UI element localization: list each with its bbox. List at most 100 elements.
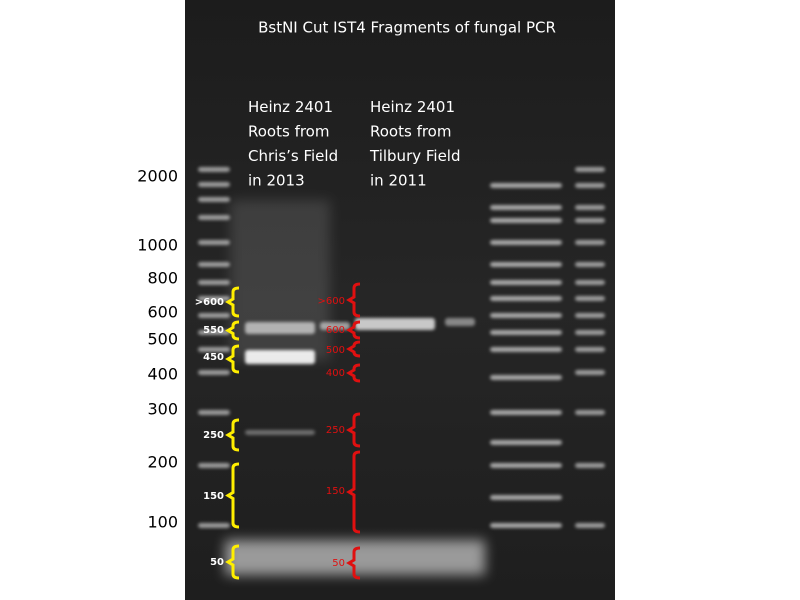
lane-label: Heinz 2401 Roots from Chris’s Field in 2013	[248, 98, 338, 190]
bracket	[225, 344, 240, 374]
bracket	[346, 450, 361, 534]
ladder-label: 300	[147, 400, 178, 419]
red-label: 250	[326, 425, 345, 436]
band	[575, 218, 605, 223]
lane-label-line: Roots from	[248, 122, 329, 140]
band	[575, 347, 605, 352]
band	[490, 523, 562, 528]
band	[575, 167, 605, 172]
yellow-label: 450	[203, 352, 224, 363]
band	[198, 240, 230, 245]
band	[575, 280, 605, 285]
lane-label-line: Roots from	[370, 122, 451, 140]
band	[490, 262, 562, 267]
bracket	[225, 286, 240, 318]
band	[198, 197, 230, 202]
band	[575, 463, 605, 468]
ladder-label: 200	[147, 453, 178, 472]
band	[490, 440, 562, 445]
bracket	[346, 412, 361, 448]
yellow-label: 50	[210, 557, 224, 568]
red-label: 150	[326, 486, 345, 497]
band	[355, 318, 435, 330]
title: BstNI Cut IST4 Fragments of fungal PCR	[258, 19, 556, 37]
lane-label-line: Heinz 2401	[370, 98, 455, 116]
bracket	[225, 462, 240, 529]
bracket	[346, 546, 361, 580]
band	[575, 240, 605, 245]
band	[198, 330, 230, 335]
yellow-label: 150	[203, 491, 224, 502]
ladder-label: 1000	[137, 236, 178, 255]
band	[490, 205, 562, 210]
lane-label-line: Heinz 2401	[248, 98, 333, 116]
yellow-label: 550	[203, 325, 224, 336]
band	[445, 318, 475, 326]
band	[575, 296, 605, 301]
band	[198, 167, 230, 172]
band	[198, 313, 230, 318]
band	[490, 240, 562, 245]
band	[198, 280, 230, 285]
ladder-label: 600	[147, 303, 178, 322]
band	[198, 347, 230, 352]
lane-label-line: Tilbury Field	[369, 147, 461, 165]
lane-label: Heinz 2401 Roots from Tilbury Field in 2011	[369, 98, 461, 190]
band	[575, 330, 605, 335]
red-label: 600	[326, 325, 345, 336]
band	[490, 280, 562, 285]
bracket	[225, 418, 240, 452]
ladder-label: 400	[147, 365, 178, 384]
band	[575, 313, 605, 318]
ladder-label: 500	[147, 330, 178, 349]
band	[575, 183, 605, 188]
band	[198, 296, 230, 301]
band	[245, 430, 315, 435]
lane-label-line: in 2013	[248, 171, 305, 189]
band	[490, 330, 562, 335]
labels: 2000 1000 800 600 500 400 300 200 100 Heinz 2401 R…	[137, 98, 461, 580]
band	[575, 205, 605, 210]
band	[490, 183, 562, 188]
ladder-label: 2000	[137, 167, 178, 186]
bracket	[346, 320, 361, 340]
band	[198, 182, 230, 187]
band	[198, 410, 230, 415]
band	[198, 523, 230, 528]
red-label: >600	[318, 296, 345, 307]
ladder-label: 800	[147, 269, 178, 288]
band	[198, 463, 230, 468]
band	[198, 262, 230, 267]
band	[575, 523, 605, 528]
band	[490, 218, 562, 223]
ladder-label: 100	[147, 513, 178, 532]
bracket	[346, 363, 361, 383]
yellow-label: 250	[203, 430, 224, 441]
band	[575, 410, 605, 415]
band	[490, 495, 562, 500]
bracket	[225, 320, 240, 341]
band	[490, 463, 562, 468]
bracket	[346, 282, 361, 318]
bracket	[346, 340, 361, 358]
bands	[198, 167, 605, 575]
red-label: 500	[326, 345, 345, 356]
band	[198, 370, 230, 375]
band	[198, 215, 230, 220]
band	[490, 375, 562, 380]
band	[490, 410, 562, 415]
band	[490, 296, 562, 301]
band	[575, 262, 605, 267]
red-label: 50	[332, 558, 345, 569]
bracket	[225, 544, 240, 580]
red-label: 400	[326, 368, 345, 379]
glow	[230, 200, 330, 360]
yellow-label: >600	[195, 297, 224, 308]
band	[490, 347, 562, 352]
lane-label-line: Chris’s Field	[248, 147, 338, 165]
band	[490, 313, 562, 318]
band	[575, 370, 605, 375]
lane-label-line: in 2011	[370, 171, 427, 189]
